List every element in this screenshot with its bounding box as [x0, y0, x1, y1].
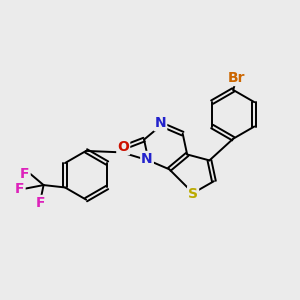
- Text: N: N: [154, 116, 166, 130]
- Text: F: F: [36, 196, 45, 210]
- Text: F: F: [20, 167, 30, 181]
- Text: N: N: [141, 152, 153, 166]
- Text: S: S: [188, 187, 198, 201]
- Text: Br: Br: [227, 71, 245, 85]
- Text: O: O: [117, 140, 129, 154]
- Text: F: F: [15, 182, 25, 196]
